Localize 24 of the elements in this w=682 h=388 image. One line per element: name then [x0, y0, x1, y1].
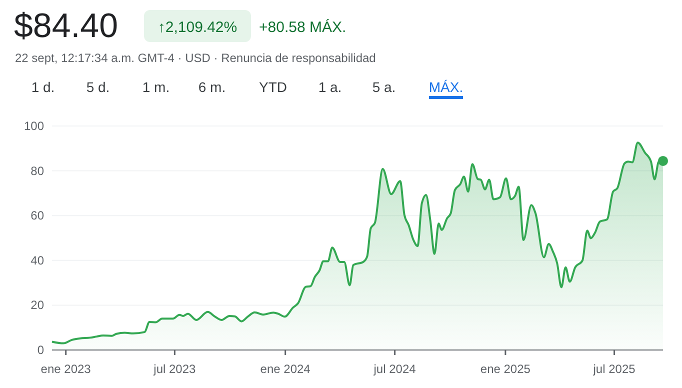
x-tick-label: jul 2025: [592, 362, 636, 376]
x-tick-label: jul 2024: [372, 362, 416, 376]
text: 6 m.: [198, 79, 226, 95]
x-tick-label: jul 2023: [152, 362, 196, 376]
y-tick-label: 40: [30, 253, 44, 268]
text: 1 m.: [142, 79, 170, 95]
chart-subtitle: 22 sept, 12:17:34 a.m. GMT-4 · USD · Renuncia de responsabilidad: [15, 51, 376, 65]
text: 5 a.: [372, 79, 396, 95]
x-tick-label: ene 2023: [40, 362, 92, 376]
chart-title: $84.40: [14, 7, 118, 45]
y-tick-label: 80: [30, 164, 44, 178]
y-tick-label: 100: [24, 119, 44, 133]
y-tick-label: 20: [30, 298, 44, 312]
x-tick-label: ene 2024: [260, 362, 311, 376]
text: YTD: [259, 79, 287, 95]
text: 5 d.: [86, 79, 110, 95]
text: 1 a.: [318, 79, 342, 95]
x-tick-label: ene 2025: [480, 362, 531, 376]
text: MÁX.: [428, 79, 464, 95]
text: 1 d.: [31, 79, 55, 95]
y-tick-label: 0: [37, 343, 44, 357]
y-tick-label: 60: [30, 208, 44, 223]
text: +80.58 MÁX.: [259, 18, 346, 36]
text: ↑2,109.42%: [158, 19, 238, 36]
